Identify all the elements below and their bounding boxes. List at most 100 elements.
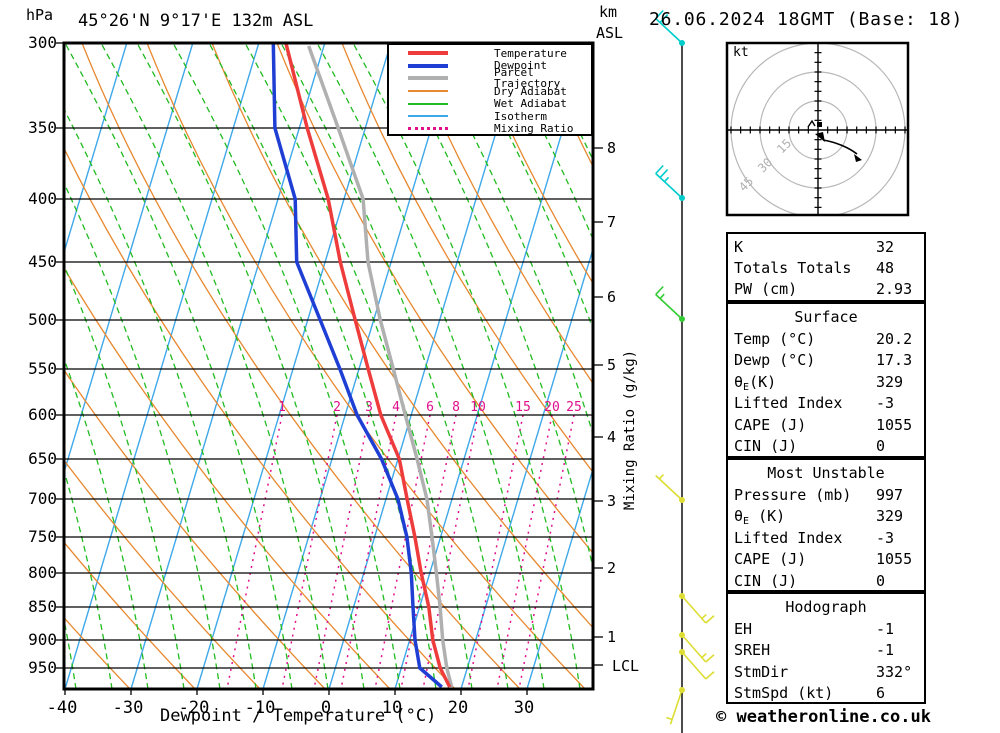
wet-adiabat-line <box>280 43 509 689</box>
wind-barb <box>666 687 685 725</box>
hodograph-origin-dot <box>817 122 822 127</box>
km-tick-label: 5 <box>607 356 616 374</box>
index-row: PW (cm) 2.93 <box>734 280 913 298</box>
legend-line-sample <box>408 63 448 68</box>
legend-item-label: Dewpoint <box>494 59 547 73</box>
wet-adiabat-line <box>64 356 149 689</box>
surface-box: Surface Temp (°C) 20.2 Dewp (°C) 17.3 θE(K… <box>726 302 926 458</box>
isotherm-line <box>64 43 194 475</box>
wet-adiabat-line <box>64 43 293 689</box>
temperature-axis: -40 -30 -20 -10 0 10 20 30 <box>47 689 534 718</box>
mixing-ratio-label: 8 <box>452 400 460 415</box>
wet-adiabat-line <box>64 107 257 689</box>
mixing-ratio-axis-label: Mixing Ratio (g/kg) <box>622 349 638 511</box>
legend-item-label: Mixing Ratio <box>494 122 574 136</box>
wet-adiabat-line <box>424 43 593 437</box>
pressure-tick-label: 500 <box>28 310 57 329</box>
wind-barb <box>655 164 685 201</box>
wet-adiabat-line <box>208 43 437 689</box>
dry-adiabat-line <box>471 43 593 285</box>
km-tick-label: 7 <box>607 213 616 231</box>
plot-border <box>62 41 595 691</box>
wind-barb <box>655 473 685 503</box>
index-row: StmDir 332° <box>734 662 913 681</box>
mixing-ratio-line <box>496 414 553 689</box>
index-row: CAPE (J) 1055 <box>734 550 913 568</box>
index-row-theta-e: θE (K) 329 <box>734 507 904 527</box>
wet-adiabat-line <box>460 43 593 331</box>
isotherm-line <box>64 43 128 255</box>
km-tick-label: 3 <box>607 492 616 510</box>
temp-tick-label: -40 <box>47 698 78 718</box>
km-tick-label: 1 <box>607 628 616 646</box>
pressure-tick-label: 550 <box>28 359 57 378</box>
mixing-ratio-label: 15 <box>515 400 531 415</box>
hodograph-small-arrow <box>807 119 816 128</box>
wet-adiabat-line <box>316 43 545 689</box>
wind-barb <box>679 649 715 680</box>
copyright-credit: © weatheronline.co.uk <box>716 707 931 727</box>
wind-barb-column <box>655 9 715 733</box>
mixing-ratio-label: 25 <box>566 400 582 415</box>
temperature-curve <box>284 43 452 688</box>
pressure-tick-label: 650 <box>28 449 57 468</box>
wet-adiabat-line <box>352 43 581 689</box>
dry-adiabat-line <box>146 43 586 689</box>
legend-item: Dry Adiabat <box>389 85 591 98</box>
wet-adiabat-line <box>388 43 593 571</box>
mixing-ratio-line <box>374 414 431 689</box>
mixing-ratio-label: 4 <box>392 400 400 415</box>
mixing-ratio-line <box>281 414 338 689</box>
km-asl-axis: 8 7 6 5 4 3 2 1 <box>593 139 616 666</box>
index-row: StmSpd (kt) 6 <box>734 684 886 702</box>
temp-tick-label: -10 <box>245 698 276 718</box>
km-axis-label: km <box>599 3 618 21</box>
dry-adiabat-line <box>64 368 326 689</box>
pressure-tick-label: 900 <box>28 630 57 649</box>
hodograph-ring-label: 30 <box>755 155 775 175</box>
wet-adiabat-line <box>64 468 113 689</box>
pressure-unit-label: hPa <box>26 6 54 24</box>
index-row: Temp (°C) 20.2 <box>734 329 913 348</box>
dry-adiabat-line <box>64 146 456 689</box>
isotherm-line <box>460 246 593 689</box>
legend-line-sample <box>408 76 448 81</box>
km-tick-label: 2 <box>607 559 616 577</box>
km-tick-label: 6 <box>607 288 616 306</box>
isotherm-line <box>130 43 326 689</box>
temp-tick-label: -30 <box>113 698 144 718</box>
index-row: Lifted Index -3 <box>734 394 895 412</box>
isotherm-line <box>394 43 590 689</box>
legend-item: Temperature <box>389 47 591 60</box>
legend-item: Dewpoint <box>389 60 591 73</box>
temp-tick-label: 10 <box>382 698 402 718</box>
isotherm-line <box>262 43 458 689</box>
asl-axis-label: ASL <box>596 24 624 42</box>
temp-tick-label: 20 <box>448 698 468 718</box>
index-row: Lifted Index -3 <box>734 528 895 547</box>
temp-tick-label: 0 <box>321 698 331 718</box>
pressure-tick-label: 850 <box>28 597 57 616</box>
mixing-ratio-label: 10 <box>470 400 486 415</box>
hodograph-trace <box>822 139 858 155</box>
legend-item: Isotherm <box>389 110 591 123</box>
dry-adiabat-line <box>276 43 593 555</box>
pressure-tick-label: 400 <box>28 189 57 208</box>
hodograph-unit-label: kt <box>733 45 749 60</box>
temp-tick-label: -20 <box>179 698 210 718</box>
isotherm-line <box>64 43 260 689</box>
dry-adiabat-line <box>64 541 196 689</box>
hodograph-border <box>725 41 910 217</box>
legend-item: Wet Adiabat <box>389 97 591 110</box>
index-row: CIN (J) 0 <box>734 437 886 455</box>
isotherm-line <box>526 466 593 689</box>
wet-adiabat-line <box>64 263 185 689</box>
temp-tick-label: 30 <box>514 698 534 718</box>
mixing-ratio-line <box>400 414 457 689</box>
index-row: CIN (J) 0 <box>734 571 886 590</box>
wind-barb <box>679 593 715 624</box>
index-row: K 32 <box>734 238 895 256</box>
index-row-theta-e: θE(K) 329 <box>734 372 904 393</box>
